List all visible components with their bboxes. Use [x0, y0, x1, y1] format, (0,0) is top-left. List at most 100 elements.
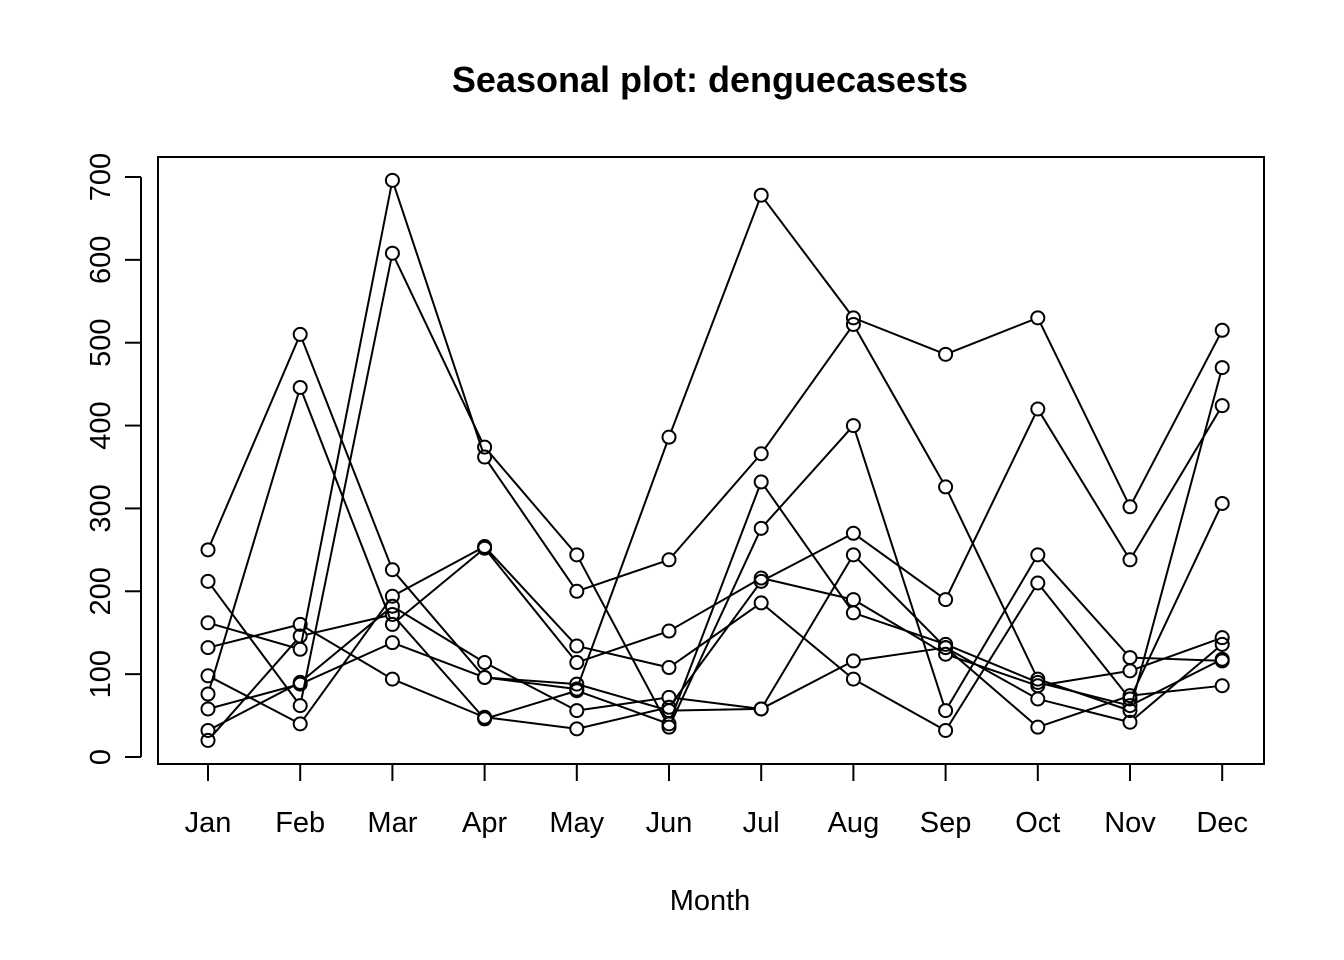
series-7	[200, 635, 1230, 735]
series-line-segment	[858, 536, 941, 597]
data-point	[845, 671, 861, 687]
series-line-segment	[948, 559, 1036, 706]
data-point	[384, 562, 400, 578]
x-tick-label: Sep	[920, 807, 972, 839]
series-line-segment	[1130, 373, 1222, 705]
series-line-segment	[578, 560, 667, 722]
data-point	[200, 615, 216, 631]
series-line-segment	[490, 691, 571, 718]
series-line-segment	[951, 319, 1033, 353]
series-line-segment	[765, 606, 850, 676]
series-layer	[200, 172, 1230, 748]
series-line-segment	[398, 680, 479, 716]
data-point	[753, 595, 769, 611]
y-tick-label: 300	[85, 484, 117, 532]
series-line-segment	[300, 186, 393, 644]
series-line-segment	[301, 340, 391, 565]
x-tick-label: Dec	[1196, 807, 1248, 839]
x-tick-label: Jul	[743, 807, 780, 839]
data-point	[1030, 547, 1046, 563]
series-line-segment	[1136, 685, 1216, 696]
data-point	[384, 671, 400, 687]
data-point	[1214, 630, 1230, 646]
data-point	[292, 641, 308, 657]
series-line-segment	[395, 574, 482, 674]
series-line-segment	[1132, 410, 1220, 555]
data-point	[1122, 650, 1138, 666]
data-point	[569, 655, 585, 671]
data-point	[200, 542, 216, 558]
series-line-segment	[855, 329, 944, 482]
series-line-segment	[395, 618, 482, 715]
x-axis-label: Month	[670, 885, 751, 917]
series-line-segment	[947, 414, 1036, 595]
data-point	[292, 616, 308, 632]
series-line-segment	[766, 663, 849, 707]
y-tick-label: 0	[85, 749, 117, 765]
data-point	[569, 683, 585, 699]
series-line-segment	[213, 684, 295, 729]
series-line-segment	[1041, 587, 1127, 695]
series-line-segment	[949, 651, 1034, 724]
data-point	[1030, 674, 1046, 690]
data-point	[477, 540, 493, 556]
x-tick-label: Apr	[462, 807, 507, 839]
data-point	[384, 172, 400, 188]
series-line-segment	[950, 649, 1033, 697]
series-line-segment	[488, 550, 574, 642]
series-line-segment	[211, 640, 297, 737]
series-8	[200, 547, 1230, 738]
data-point	[1214, 322, 1230, 338]
series-line-segment	[1135, 638, 1217, 670]
data-point	[845, 605, 861, 621]
series-line-segment	[300, 259, 393, 700]
y-tick-label: 100	[85, 650, 117, 698]
data-point	[845, 316, 861, 332]
data-point	[661, 623, 677, 639]
series-line-segment	[1135, 661, 1217, 704]
data-point	[477, 669, 493, 685]
data-point	[938, 479, 954, 495]
data-point	[1122, 714, 1138, 730]
data-point	[292, 628, 308, 644]
series-line-segment	[857, 558, 942, 644]
data-point	[1030, 691, 1046, 707]
chart-title: Seasonal plot: denguecasests	[452, 59, 968, 100]
data-point	[384, 598, 400, 614]
series-line-segment	[583, 697, 663, 711]
data-point	[477, 711, 493, 727]
series-1	[200, 187, 1230, 697]
series-4	[200, 398, 1230, 737]
data-point	[1122, 698, 1138, 714]
series-line-segment	[582, 632, 664, 662]
series-line-segment	[672, 585, 759, 703]
data-point	[845, 653, 861, 669]
data-point	[569, 583, 585, 599]
series-line-segment	[1132, 335, 1221, 502]
data-point	[938, 703, 954, 719]
series-line-segment	[670, 533, 760, 722]
data-point	[661, 552, 677, 568]
series-line-segment	[393, 186, 484, 452]
data-point	[569, 547, 585, 563]
data-point	[1030, 719, 1046, 735]
series-line-segment	[582, 691, 664, 723]
series-line-segment	[394, 258, 483, 442]
data-point	[661, 689, 677, 705]
data-point	[845, 525, 861, 541]
series-line-segment	[397, 548, 480, 595]
series-line-segment	[766, 535, 849, 580]
data-point	[1214, 398, 1230, 414]
y-tick-label: 200	[85, 567, 117, 615]
data-point	[1214, 495, 1230, 511]
series-line-segment	[951, 655, 1032, 685]
series-2	[200, 245, 1230, 735]
data-point	[938, 636, 954, 652]
series-line-segment	[947, 492, 1036, 674]
data-point	[661, 716, 677, 732]
series-line-segment	[767, 578, 848, 600]
y-tick-label: 400	[85, 401, 117, 449]
data-point	[1030, 401, 1046, 417]
data-point	[200, 732, 216, 748]
data-point	[845, 418, 861, 434]
